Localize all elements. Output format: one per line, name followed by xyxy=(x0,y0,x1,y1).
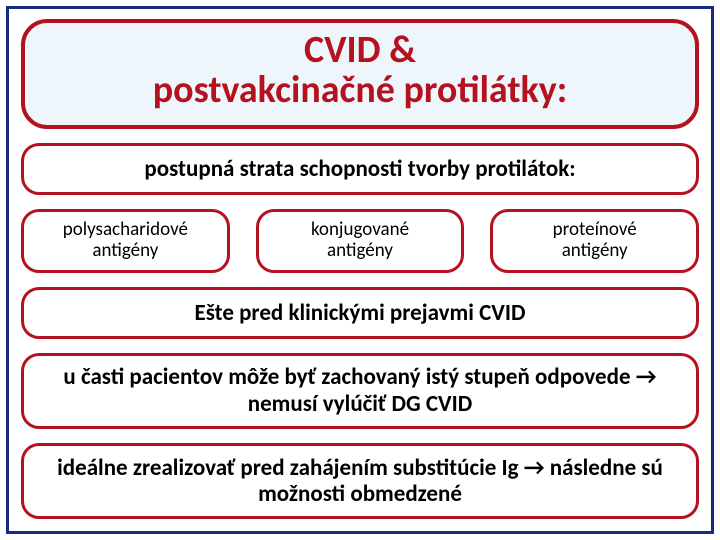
antigen-row: polysacharidové antigény konjugované ant… xyxy=(21,209,699,273)
antigen-text: proteínové antigény xyxy=(553,220,637,262)
row-before-clinical: Ešte pred klinickými prejavmi CVID xyxy=(21,287,699,339)
row-before-clinical-text: Ešte pred klinickými prejavmi CVID xyxy=(194,300,525,326)
row-loss-ability: postupná strata schopnosti tvorby protil… xyxy=(21,143,699,195)
title-line-1: CVID & xyxy=(45,31,675,71)
row-before-ig-text: ideálne zrealizovať pred zahájením subst… xyxy=(40,455,680,508)
row-before-ig: ideálne zrealizovať pred zahájením subst… xyxy=(21,443,699,519)
antigen-text: polysacharidové antigény xyxy=(63,220,188,262)
antigen-text: konjugované antigény xyxy=(311,220,409,262)
title-box: CVID & postvakcinačné protilátky: xyxy=(21,19,699,129)
title-line-2: postvakcinačné protilátky: xyxy=(45,71,675,111)
row-partial-response-text: u časti pacientov môže byť zachovaný ist… xyxy=(40,364,680,417)
row-loss-ability-text: postupná strata schopnosti tvorby protil… xyxy=(144,156,575,182)
antigen-conjugated: konjugované antigény xyxy=(256,209,465,273)
antigen-polysaccharide: polysacharidové antigény xyxy=(21,209,230,273)
row-partial-response: u časti pacientov môže byť zachovaný ist… xyxy=(21,353,699,429)
slide-frame: CVID & postvakcinačné protilátky: postup… xyxy=(6,6,714,534)
antigen-protein: proteínové antigény xyxy=(490,209,699,273)
